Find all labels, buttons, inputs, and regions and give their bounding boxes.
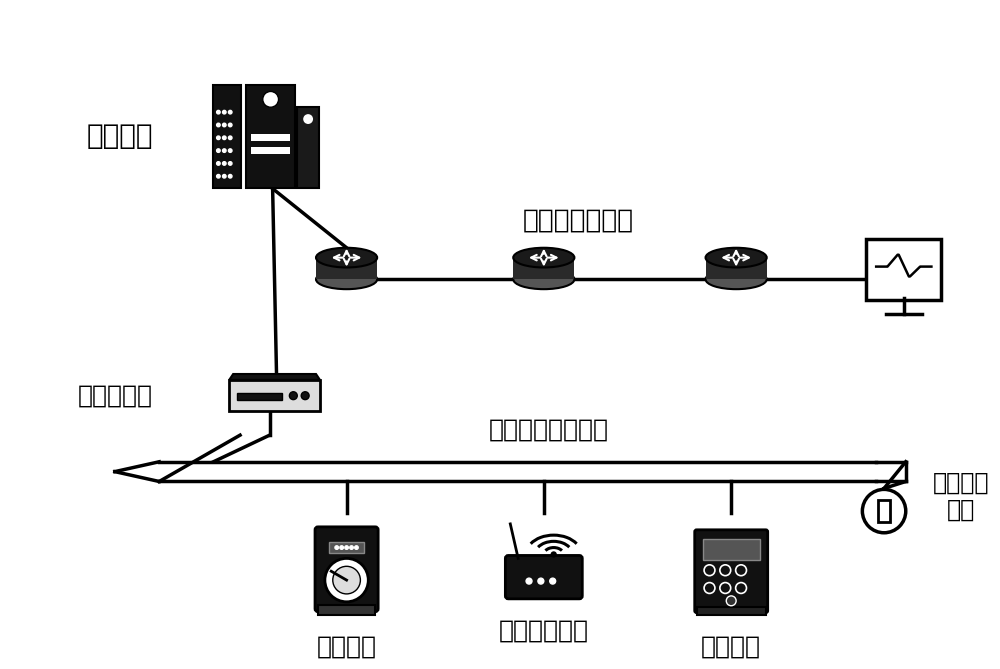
FancyBboxPatch shape [237,393,282,399]
Circle shape [223,175,226,178]
Circle shape [301,392,309,399]
FancyBboxPatch shape [866,239,941,300]
Circle shape [333,566,360,594]
Circle shape [340,546,343,549]
Circle shape [350,546,353,549]
FancyBboxPatch shape [229,380,320,411]
Circle shape [335,546,338,549]
Circle shape [726,596,736,605]
Ellipse shape [706,270,767,289]
Circle shape [217,136,220,140]
Circle shape [736,583,746,593]
Circle shape [217,162,220,165]
Circle shape [720,565,731,575]
FancyBboxPatch shape [318,605,375,615]
Circle shape [228,136,232,140]
Text: 总线控制器: 总线控制器 [77,384,152,407]
Circle shape [303,114,313,124]
Circle shape [228,110,232,114]
Text: 物理入侵设备: 物理入侵设备 [499,619,589,642]
FancyBboxPatch shape [695,530,768,613]
Bar [316,258,377,280]
Circle shape [228,149,232,153]
FancyBboxPatch shape [329,542,364,553]
Circle shape [736,565,746,575]
Circle shape [223,162,226,165]
Text: 计算机通信网络: 计算机通信网络 [523,207,634,233]
Circle shape [526,578,532,584]
Circle shape [704,565,715,575]
Text: 终端匹配
电阻: 终端匹配 电阻 [933,470,989,522]
Circle shape [704,583,715,593]
Circle shape [228,175,232,178]
Text: 控制中心: 控制中心 [87,122,153,151]
Circle shape [538,578,544,584]
FancyBboxPatch shape [878,500,890,522]
FancyBboxPatch shape [703,539,760,561]
Ellipse shape [316,270,377,289]
Text: 电子仪器: 电子仪器 [701,634,761,658]
Polygon shape [229,374,320,380]
Circle shape [228,162,232,165]
Circle shape [228,123,232,126]
Circle shape [550,578,556,584]
Circle shape [217,110,220,114]
FancyBboxPatch shape [246,84,295,188]
Text: 串行通信总线网络: 串行通信总线网络 [489,417,609,442]
Circle shape [223,149,226,153]
FancyBboxPatch shape [505,555,582,599]
Circle shape [345,546,348,549]
Circle shape [223,136,226,140]
Bar [706,258,767,280]
Ellipse shape [513,248,574,268]
Bar [513,258,574,280]
Text: 量测仪表: 量测仪表 [317,634,377,658]
Bar [251,147,290,154]
Circle shape [217,175,220,178]
Circle shape [217,149,220,153]
FancyBboxPatch shape [697,607,766,615]
Circle shape [223,123,226,126]
Ellipse shape [316,248,377,268]
Circle shape [325,559,368,602]
Bar [251,134,290,141]
Circle shape [289,392,297,399]
FancyBboxPatch shape [297,107,319,188]
Circle shape [263,92,279,107]
Circle shape [355,546,358,549]
FancyBboxPatch shape [315,527,378,611]
Ellipse shape [706,248,767,268]
Circle shape [720,583,731,593]
Circle shape [551,552,556,557]
Circle shape [223,110,226,114]
Circle shape [217,123,220,126]
Ellipse shape [513,270,574,289]
FancyBboxPatch shape [213,84,241,188]
